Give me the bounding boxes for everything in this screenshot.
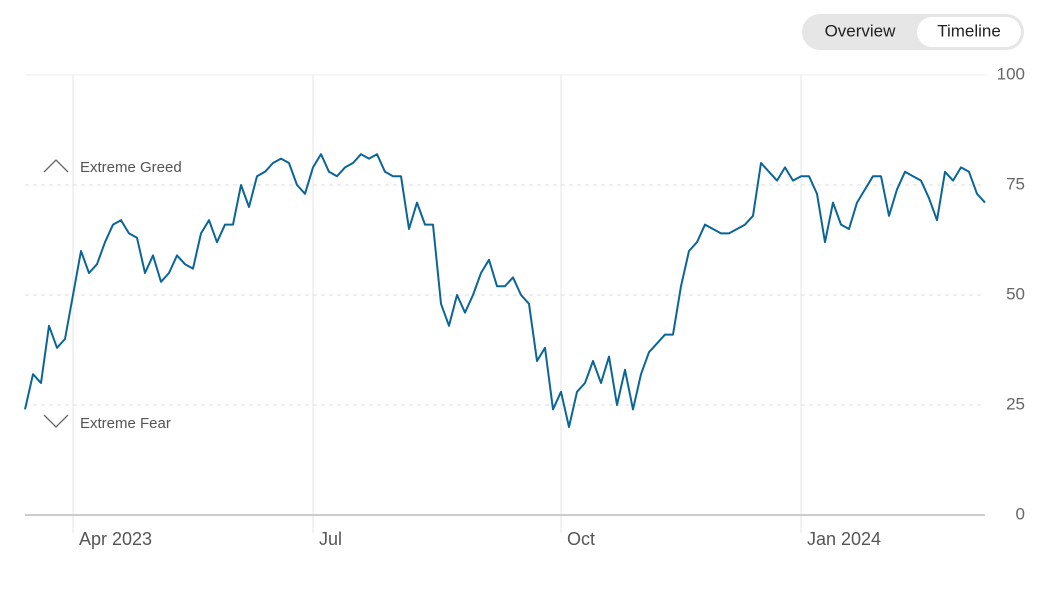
x-tick-label: Jan 2024 xyxy=(807,529,881,549)
y-tick-label: 75 xyxy=(1006,174,1025,193)
y-tick-label: 25 xyxy=(1006,394,1025,413)
tab[interactable]: Overview xyxy=(825,21,897,40)
tab-selected[interactable] xyxy=(917,17,1021,47)
x-tick-label: Jul xyxy=(319,529,342,549)
greed-icon xyxy=(43,159,69,173)
y-tick-label: 50 xyxy=(1006,284,1025,303)
annotation: Extreme Fear xyxy=(80,415,171,432)
y-tick-label: 100 xyxy=(997,64,1025,83)
annotation: Extreme Greed xyxy=(80,159,182,176)
fear-icon xyxy=(43,414,69,428)
x-tick-label: Apr 2023 xyxy=(79,529,152,549)
tab[interactable]: Timeline xyxy=(937,21,1001,40)
x-tick-label: Oct xyxy=(567,529,595,549)
y-tick-label: 0 xyxy=(1016,504,1025,523)
series-line xyxy=(24,153,986,428)
